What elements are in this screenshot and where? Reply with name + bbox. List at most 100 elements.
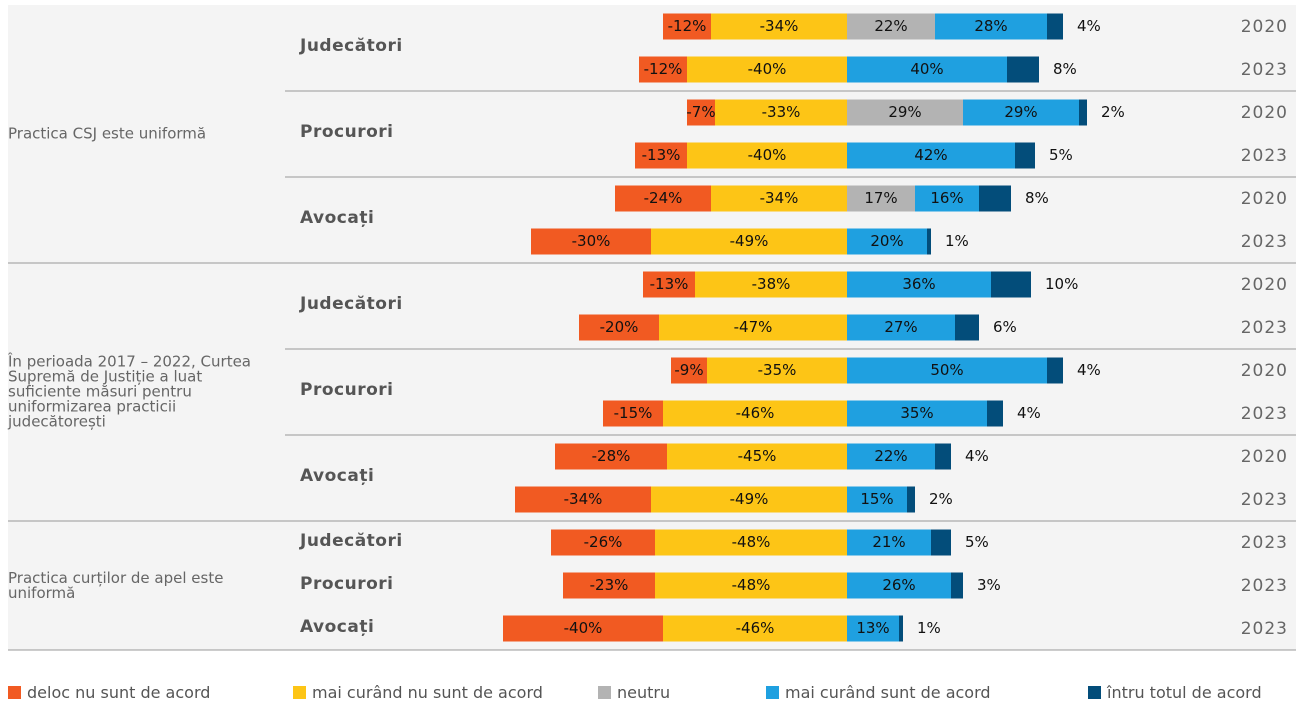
- value-label: 2%: [1101, 103, 1125, 121]
- value-label: -49%: [730, 232, 769, 250]
- value-label: 20%: [870, 232, 903, 250]
- bar-segment: [715, 99, 847, 126]
- bar-segment: [847, 142, 1015, 169]
- value-label: -9%: [674, 361, 703, 379]
- year-label: 2023: [1240, 145, 1288, 166]
- year-label: 2020: [1240, 16, 1288, 37]
- value-label: 17%: [864, 189, 897, 207]
- bar-segment: [847, 400, 987, 427]
- value-label: 2%: [929, 490, 953, 508]
- bar-segment: [987, 400, 1003, 427]
- legend-swatch: [598, 686, 611, 699]
- bar-segment: [503, 615, 663, 642]
- bar-segment: [667, 443, 847, 470]
- bar-segment: [963, 99, 1079, 126]
- year-label: 2023: [1240, 231, 1288, 252]
- value-label: 29%: [888, 103, 921, 121]
- value-label: -13%: [642, 146, 681, 164]
- year-label: 2020: [1240, 188, 1288, 209]
- value-label: 8%: [1025, 189, 1049, 207]
- bar-segment: [603, 400, 663, 427]
- bar-segment: [847, 99, 963, 126]
- year-label: 2023: [1240, 317, 1288, 338]
- value-label: 6%: [993, 318, 1017, 336]
- bar-segment: [847, 13, 935, 40]
- bar-segment: [1047, 13, 1063, 40]
- bar-segment: [687, 142, 847, 169]
- value-label: -24%: [644, 189, 683, 207]
- value-label: 26%: [882, 576, 915, 594]
- value-label: -20%: [600, 318, 639, 336]
- value-label: 21%: [872, 533, 905, 551]
- bar-segment: [847, 486, 907, 513]
- value-label: 4%: [1077, 361, 1101, 379]
- bar-segment: [907, 486, 915, 513]
- value-label: 4%: [965, 447, 989, 465]
- value-label: 22%: [874, 447, 907, 465]
- bar-segment: [847, 357, 1047, 384]
- legend-swatch: [293, 686, 306, 699]
- bar-segment: [1007, 56, 1039, 83]
- value-label: -23%: [590, 576, 629, 594]
- value-label: -12%: [644, 60, 683, 78]
- subgroup-label: Procurori: [300, 122, 394, 142]
- value-label: -28%: [592, 447, 631, 465]
- subgroup-label: Procurori: [300, 380, 394, 400]
- value-label: 4%: [1017, 404, 1041, 422]
- bar-segment: [687, 99, 715, 126]
- value-label: -40%: [748, 146, 787, 164]
- year-label: 2020: [1240, 360, 1288, 381]
- value-label: 22%: [874, 17, 907, 35]
- value-label: -15%: [614, 404, 653, 422]
- value-label: -34%: [760, 17, 799, 35]
- year-label: 2023: [1240, 618, 1288, 639]
- value-label: 3%: [977, 576, 1001, 594]
- value-label: -34%: [564, 490, 603, 508]
- value-label: 5%: [1049, 146, 1073, 164]
- bar-segment: [991, 271, 1031, 298]
- bar-segment: [931, 529, 951, 556]
- value-label: -38%: [752, 275, 791, 293]
- value-label: -33%: [762, 103, 801, 121]
- bar-segment: [687, 56, 847, 83]
- legend-item: întru totul de acord: [1088, 683, 1262, 701]
- bar-segment: [951, 572, 963, 599]
- bar-segment: [899, 615, 903, 642]
- bar-segment: [711, 185, 847, 212]
- value-label: 10%: [1045, 275, 1078, 293]
- value-label: -40%: [564, 619, 603, 637]
- bar-segment: [695, 271, 847, 298]
- subgroup-label: Avocați: [300, 616, 375, 637]
- legend-item: neutru: [598, 683, 670, 701]
- value-label: -40%: [748, 60, 787, 78]
- bar-segment: [563, 572, 655, 599]
- subgroup-label: Judecători: [300, 36, 403, 56]
- bar-segment: [651, 486, 847, 513]
- year-label: 2020: [1240, 102, 1288, 123]
- bar-segment: [1015, 142, 1035, 169]
- bar-segment: [847, 572, 951, 599]
- year-label: 2023: [1240, 59, 1288, 80]
- value-label: -46%: [736, 619, 775, 637]
- bar-segment: [655, 529, 847, 556]
- bar-segment: [663, 615, 847, 642]
- legend-item: mai curând sunt de acord: [766, 683, 991, 701]
- bar-segment: [1079, 99, 1087, 126]
- value-label: 27%: [884, 318, 917, 336]
- subgroup-label: Avocați: [300, 208, 375, 228]
- bar-segment: [671, 357, 707, 384]
- subgroup-label: Avocați: [300, 466, 375, 486]
- legend-swatch: [1088, 686, 1101, 699]
- bar-segment: [643, 271, 695, 298]
- value-label: -45%: [738, 447, 777, 465]
- value-label: 5%: [965, 533, 989, 551]
- value-label: -47%: [734, 318, 773, 336]
- value-label: 16%: [930, 189, 963, 207]
- bar-segment: [555, 443, 667, 470]
- value-label: 35%: [900, 404, 933, 422]
- value-label: -34%: [760, 189, 799, 207]
- bar-segment: [847, 228, 927, 255]
- bar-segment: [847, 56, 1007, 83]
- bar-segment: [639, 56, 687, 83]
- bar-segment: [1047, 357, 1063, 384]
